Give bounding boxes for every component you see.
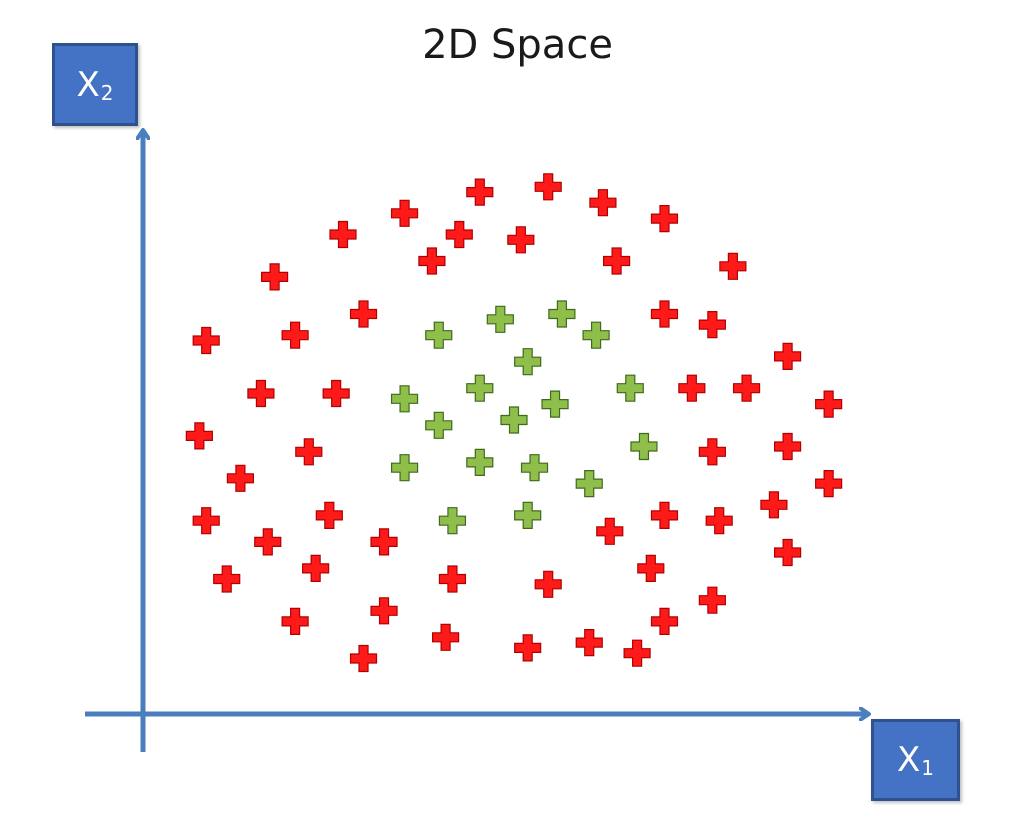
red-plus-point [596,517,624,545]
red-plus-point [254,528,282,556]
diagram-title: 2D Space [422,22,613,68]
red-plus-point [650,607,679,635]
y-axis-label-main: X [76,64,100,105]
red-plus-point [650,501,679,529]
red-plus-point [698,586,726,614]
red-plus-point [678,374,706,402]
green-plus-point [548,300,576,328]
y-axis-label-subscript: 2 [100,80,114,105]
green-plus-point [500,406,528,434]
red-plus-point [349,300,378,328]
red-plus-point [349,644,378,673]
red-plus-point [329,220,357,249]
green-plus-point [486,305,514,333]
red-plus-point [650,205,679,233]
red-plus-point [815,470,843,498]
red-plus-point [507,226,535,254]
red-plus-point [432,623,460,651]
data-points [185,173,843,673]
green-plus-point [520,454,549,482]
red-plus-point [650,300,679,328]
green-plus-point [575,470,603,498]
red-plus-point [213,565,241,593]
red-plus-point [637,554,665,582]
red-plus-point [295,438,323,466]
red-plus-point [226,464,254,492]
green-plus-point [616,374,644,402]
red-plus-point [534,173,562,201]
red-plus-point [534,570,562,598]
red-plus-point [390,199,419,227]
red-plus-point [760,491,788,519]
green-plus-point [390,385,419,413]
green-plus-point [425,321,453,349]
red-plus-point [192,326,220,355]
red-plus-point [281,321,309,349]
red-plus-point [370,597,398,625]
red-plus-point [370,528,398,556]
red-plus-point [322,379,350,408]
red-plus-point [281,607,309,635]
red-plus-point [774,342,802,370]
green-plus-point [541,390,569,418]
red-plus-point [185,422,213,450]
green-plus-point [425,411,453,439]
red-plus-point [466,178,494,206]
x-axis-label-subscript: 1 [921,756,935,780]
red-plus-point [261,263,289,291]
red-plus-point [418,247,446,275]
red-plus-point [705,507,733,535]
green-plus-point [514,501,542,529]
red-plus-point [575,629,603,657]
red-plus-point [603,247,631,275]
red-plus-point [247,379,275,408]
red-plus-point [514,634,542,662]
red-plus-point [698,438,726,466]
red-plus-point [302,554,330,582]
red-plus-point [315,501,343,529]
red-plus-point [774,538,802,567]
green-plus-point [438,507,467,535]
green-plus-point [582,321,610,349]
red-plus-point [438,565,467,593]
red-plus-point [623,639,651,667]
green-plus-point [466,448,494,476]
green-plus-point [630,432,658,461]
x-axis-label-main: X [896,740,921,780]
red-plus-point [732,374,761,402]
green-plus-point [466,374,494,402]
red-plus-point [774,432,802,461]
red-plus-point [815,390,843,418]
green-plus-point [390,454,419,482]
red-plus-point [698,311,726,339]
green-plus-point [514,348,542,376]
red-plus-point [589,189,617,217]
red-plus-point [192,507,220,535]
red-plus-point [719,252,747,280]
red-plus-point [445,220,473,249]
